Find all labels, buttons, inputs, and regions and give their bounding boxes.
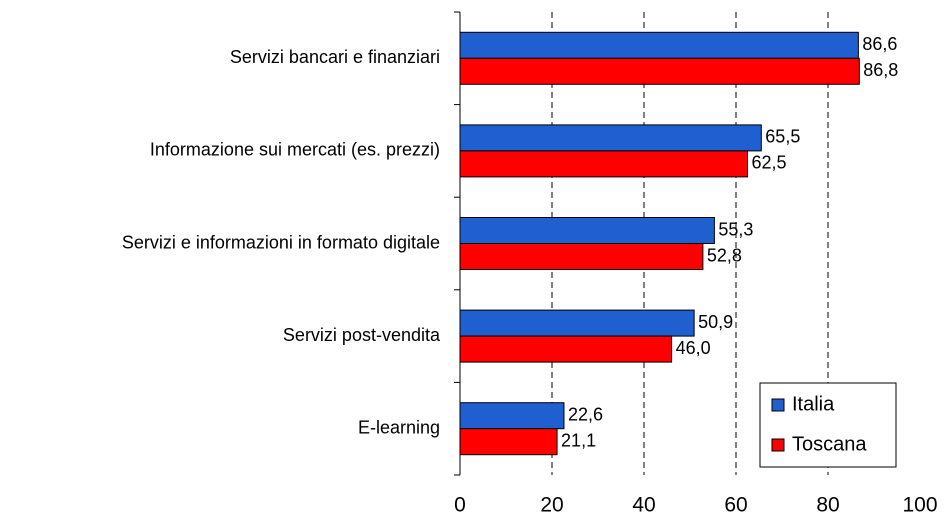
legend-box — [759, 382, 897, 468]
legend-swatch — [771, 398, 785, 412]
value-label: 22,6 — [568, 404, 603, 424]
value-label: 62,5 — [752, 153, 787, 173]
y-tick-label: Informazione sui mercati (es. prezzi) — [150, 140, 440, 160]
bar — [459, 57, 860, 85]
bar — [459, 309, 695, 337]
bar — [459, 217, 715, 244]
x-tick-label: 20 — [540, 494, 563, 517]
legend-label: Italia — [792, 393, 835, 415]
y-tick-label: Servizi post-vendita — [283, 325, 441, 345]
value-label: 86,6 — [862, 34, 897, 54]
bar — [459, 124, 762, 152]
bar — [459, 31, 859, 59]
value-label: 50,9 — [698, 312, 733, 332]
x-tick-label: 0 — [454, 494, 466, 517]
value-label: 86,8 — [863, 60, 898, 80]
bar — [459, 335, 673, 363]
value-label: 21,1 — [561, 430, 596, 450]
legend-label: Toscana — [792, 433, 867, 455]
bar — [459, 428, 558, 456]
bar — [459, 150, 748, 178]
value-label: 46,0 — [676, 338, 711, 358]
x-tick-label: 100 — [902, 494, 937, 517]
x-tick-label: 40 — [632, 494, 655, 517]
y-tick-label: E-learning — [358, 417, 440, 437]
x-tick-label: 80 — [816, 494, 839, 517]
value-label: 65,5 — [765, 127, 800, 147]
value-label: 52,8 — [707, 245, 742, 265]
legend-swatch — [771, 438, 785, 452]
y-tick-label: Servizi bancari e finanziari — [230, 47, 440, 67]
y-tick-label: Servizi e informazioni in formato digita… — [122, 232, 440, 252]
value-label: 55,3 — [718, 219, 753, 239]
bar — [459, 243, 704, 270]
bar — [459, 402, 565, 430]
x-tick-label: 60 — [724, 494, 747, 517]
